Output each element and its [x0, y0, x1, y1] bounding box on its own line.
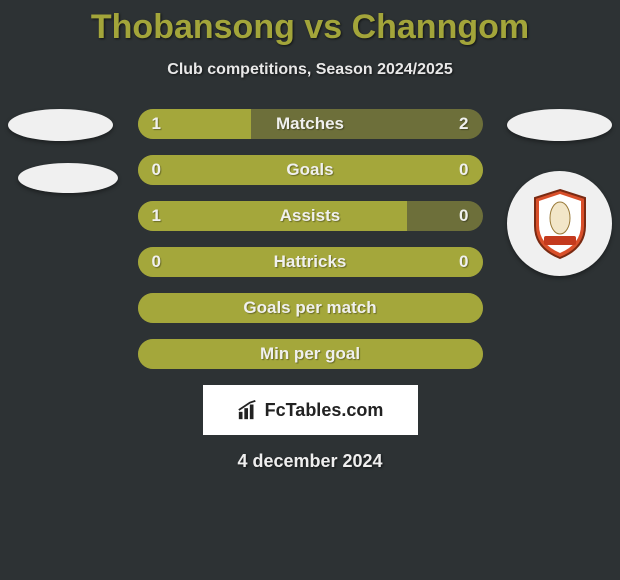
stat-label: Hattricks — [138, 252, 483, 272]
club-badge-right — [507, 171, 612, 276]
date-label: 4 december 2024 — [0, 451, 620, 472]
player-left-placeholder-1 — [8, 109, 113, 141]
stat-row-goals: 0 Goals 0 — [138, 155, 483, 185]
stat-label: Goals per match — [138, 298, 483, 318]
stat-label: Min per goal — [138, 344, 483, 364]
stat-label: Assists — [138, 206, 483, 226]
stat-row-assists: 1 Assists 0 — [138, 201, 483, 231]
player-right-placeholder-1 — [507, 109, 612, 141]
shield-icon — [530, 188, 590, 260]
stat-bars: 1 Matches 2 0 Goals 0 1 Assists 0 0 Hatt… — [138, 109, 483, 369]
stat-right-value: 0 — [459, 252, 468, 272]
brand-label: FcTables.com — [265, 400, 384, 421]
stat-row-goals-per-match: Goals per match — [138, 293, 483, 323]
stat-row-min-per-goal: Min per goal — [138, 339, 483, 369]
stat-row-matches: 1 Matches 2 — [138, 109, 483, 139]
comparison-panel: 1 Matches 2 0 Goals 0 1 Assists 0 0 Hatt… — [0, 109, 620, 472]
stat-right-value: 0 — [459, 160, 468, 180]
page-title: Thobansong vs Channgom — [0, 0, 620, 47]
brand-box[interactable]: FcTables.com — [203, 385, 418, 435]
player-left-placeholder-2 — [18, 163, 118, 193]
stat-label: Matches — [138, 114, 483, 134]
stat-right-value: 0 — [459, 206, 468, 226]
stat-label: Goals — [138, 160, 483, 180]
stat-right-value: 2 — [459, 114, 468, 134]
subtitle: Club competitions, Season 2024/2025 — [0, 61, 620, 79]
chart-icon — [237, 399, 259, 421]
stat-row-hattricks: 0 Hattricks 0 — [138, 247, 483, 277]
